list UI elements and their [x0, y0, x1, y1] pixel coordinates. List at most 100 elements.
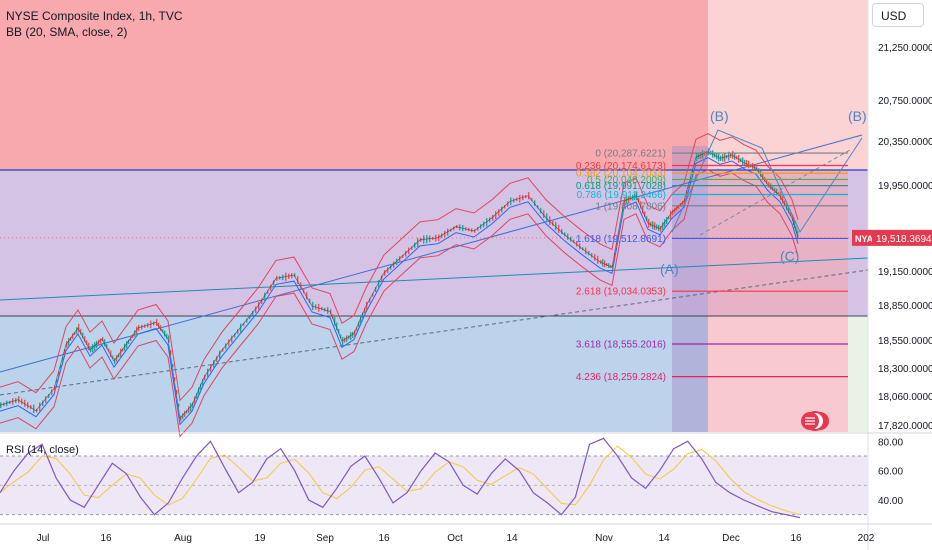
candle — [106, 344, 108, 349]
candle — [558, 224, 560, 233]
candle — [56, 379, 58, 384]
candle — [112, 355, 114, 360]
price-tick-label: 19,150.0000 — [878, 267, 932, 278]
symbol-tag-label: NYA — [855, 234, 874, 244]
time-tick-label: Aug — [174, 533, 192, 544]
candle — [495, 211, 497, 219]
candle — [501, 206, 503, 213]
candle — [309, 298, 311, 303]
candle — [18, 396, 20, 404]
time-tick-label: 16 — [100, 533, 112, 544]
fibonacci-levels: 0 (20,287.6221)0.236 (20,174.6173)0.382 … — [576, 149, 848, 383]
candle — [184, 410, 186, 418]
candle — [178, 403, 180, 407]
candle — [62, 357, 64, 362]
candle — [216, 356, 218, 363]
candle — [182, 413, 184, 420]
candle — [170, 350, 172, 355]
candle — [612, 265, 614, 270]
fib-level-label: 1.618 (19,512.8691) — [576, 234, 666, 245]
candle — [772, 186, 774, 191]
candle — [70, 337, 72, 341]
candle — [776, 188, 778, 196]
candle — [796, 228, 798, 234]
candle — [213, 360, 215, 368]
candle — [450, 228, 452, 232]
wave-label: (B) — [848, 108, 867, 124]
time-tick-label: Sep — [316, 533, 334, 544]
candle — [384, 270, 386, 276]
candle — [758, 168, 760, 174]
candle — [372, 293, 374, 297]
candle — [414, 242, 416, 249]
elliott-wave-path — [671, 129, 863, 234]
candle — [411, 246, 413, 250]
candle — [573, 239, 575, 244]
candle — [156, 319, 158, 326]
candle — [202, 378, 204, 386]
candle — [128, 339, 130, 344]
candle — [588, 250, 590, 256]
candle — [396, 258, 398, 266]
bb-basis-line — [0, 157, 799, 426]
candle — [158, 322, 160, 328]
candle — [670, 210, 672, 220]
candle — [770, 183, 772, 190]
candle — [792, 214, 794, 221]
candle — [362, 312, 364, 318]
candle — [78, 323, 80, 333]
candle — [766, 180, 768, 184]
price-tick-label: 18,550.0000 — [878, 336, 932, 347]
candle — [92, 344, 94, 353]
candle — [375, 286, 377, 292]
candle — [188, 406, 190, 414]
price-tick-label: 17,820.0000 — [878, 421, 932, 432]
candle — [122, 348, 124, 352]
candle — [82, 332, 84, 339]
candle — [234, 333, 236, 338]
candle — [231, 335, 233, 343]
candle — [358, 321, 360, 327]
time-tick-label: 16 — [378, 533, 390, 544]
candle — [582, 247, 584, 251]
fib-level-label: 0 (20,287.6221) — [595, 149, 666, 160]
price-tick-label: 19,950.0000 — [878, 181, 932, 192]
candle — [788, 207, 790, 214]
candle — [160, 325, 162, 331]
rsi-ma-line — [0, 445, 801, 516]
price-tick-label: 18,850.0000 — [878, 301, 932, 312]
candle — [646, 216, 648, 222]
candle — [552, 220, 554, 226]
candle — [39, 402, 41, 412]
currency-button[interactable]: USD — [872, 3, 924, 27]
candle — [546, 213, 548, 223]
candle — [114, 358, 116, 364]
candle — [664, 219, 666, 228]
candle — [354, 330, 356, 337]
bb-upper-band — [0, 133, 799, 402]
candle — [110, 350, 112, 357]
candle — [104, 339, 106, 347]
candle — [210, 365, 212, 372]
candle — [130, 337, 132, 341]
candle — [399, 256, 401, 263]
candle — [94, 342, 96, 351]
candle — [390, 265, 392, 270]
candle — [549, 216, 551, 225]
candle — [186, 409, 188, 414]
candle — [60, 364, 62, 369]
candle — [369, 298, 371, 303]
candle — [774, 187, 776, 193]
candle — [668, 216, 670, 220]
candle — [564, 232, 566, 237]
candle — [100, 338, 102, 344]
candle — [688, 184, 690, 189]
candle — [640, 201, 642, 209]
fib-level-label: 0.786 (19,911.2466) — [577, 190, 666, 201]
fib-level-label: 0.5 (20,048.2009) — [587, 175, 666, 186]
candle — [682, 200, 684, 206]
candle — [477, 227, 479, 231]
candle — [255, 306, 257, 313]
candle — [528, 192, 530, 200]
candle — [540, 207, 542, 214]
